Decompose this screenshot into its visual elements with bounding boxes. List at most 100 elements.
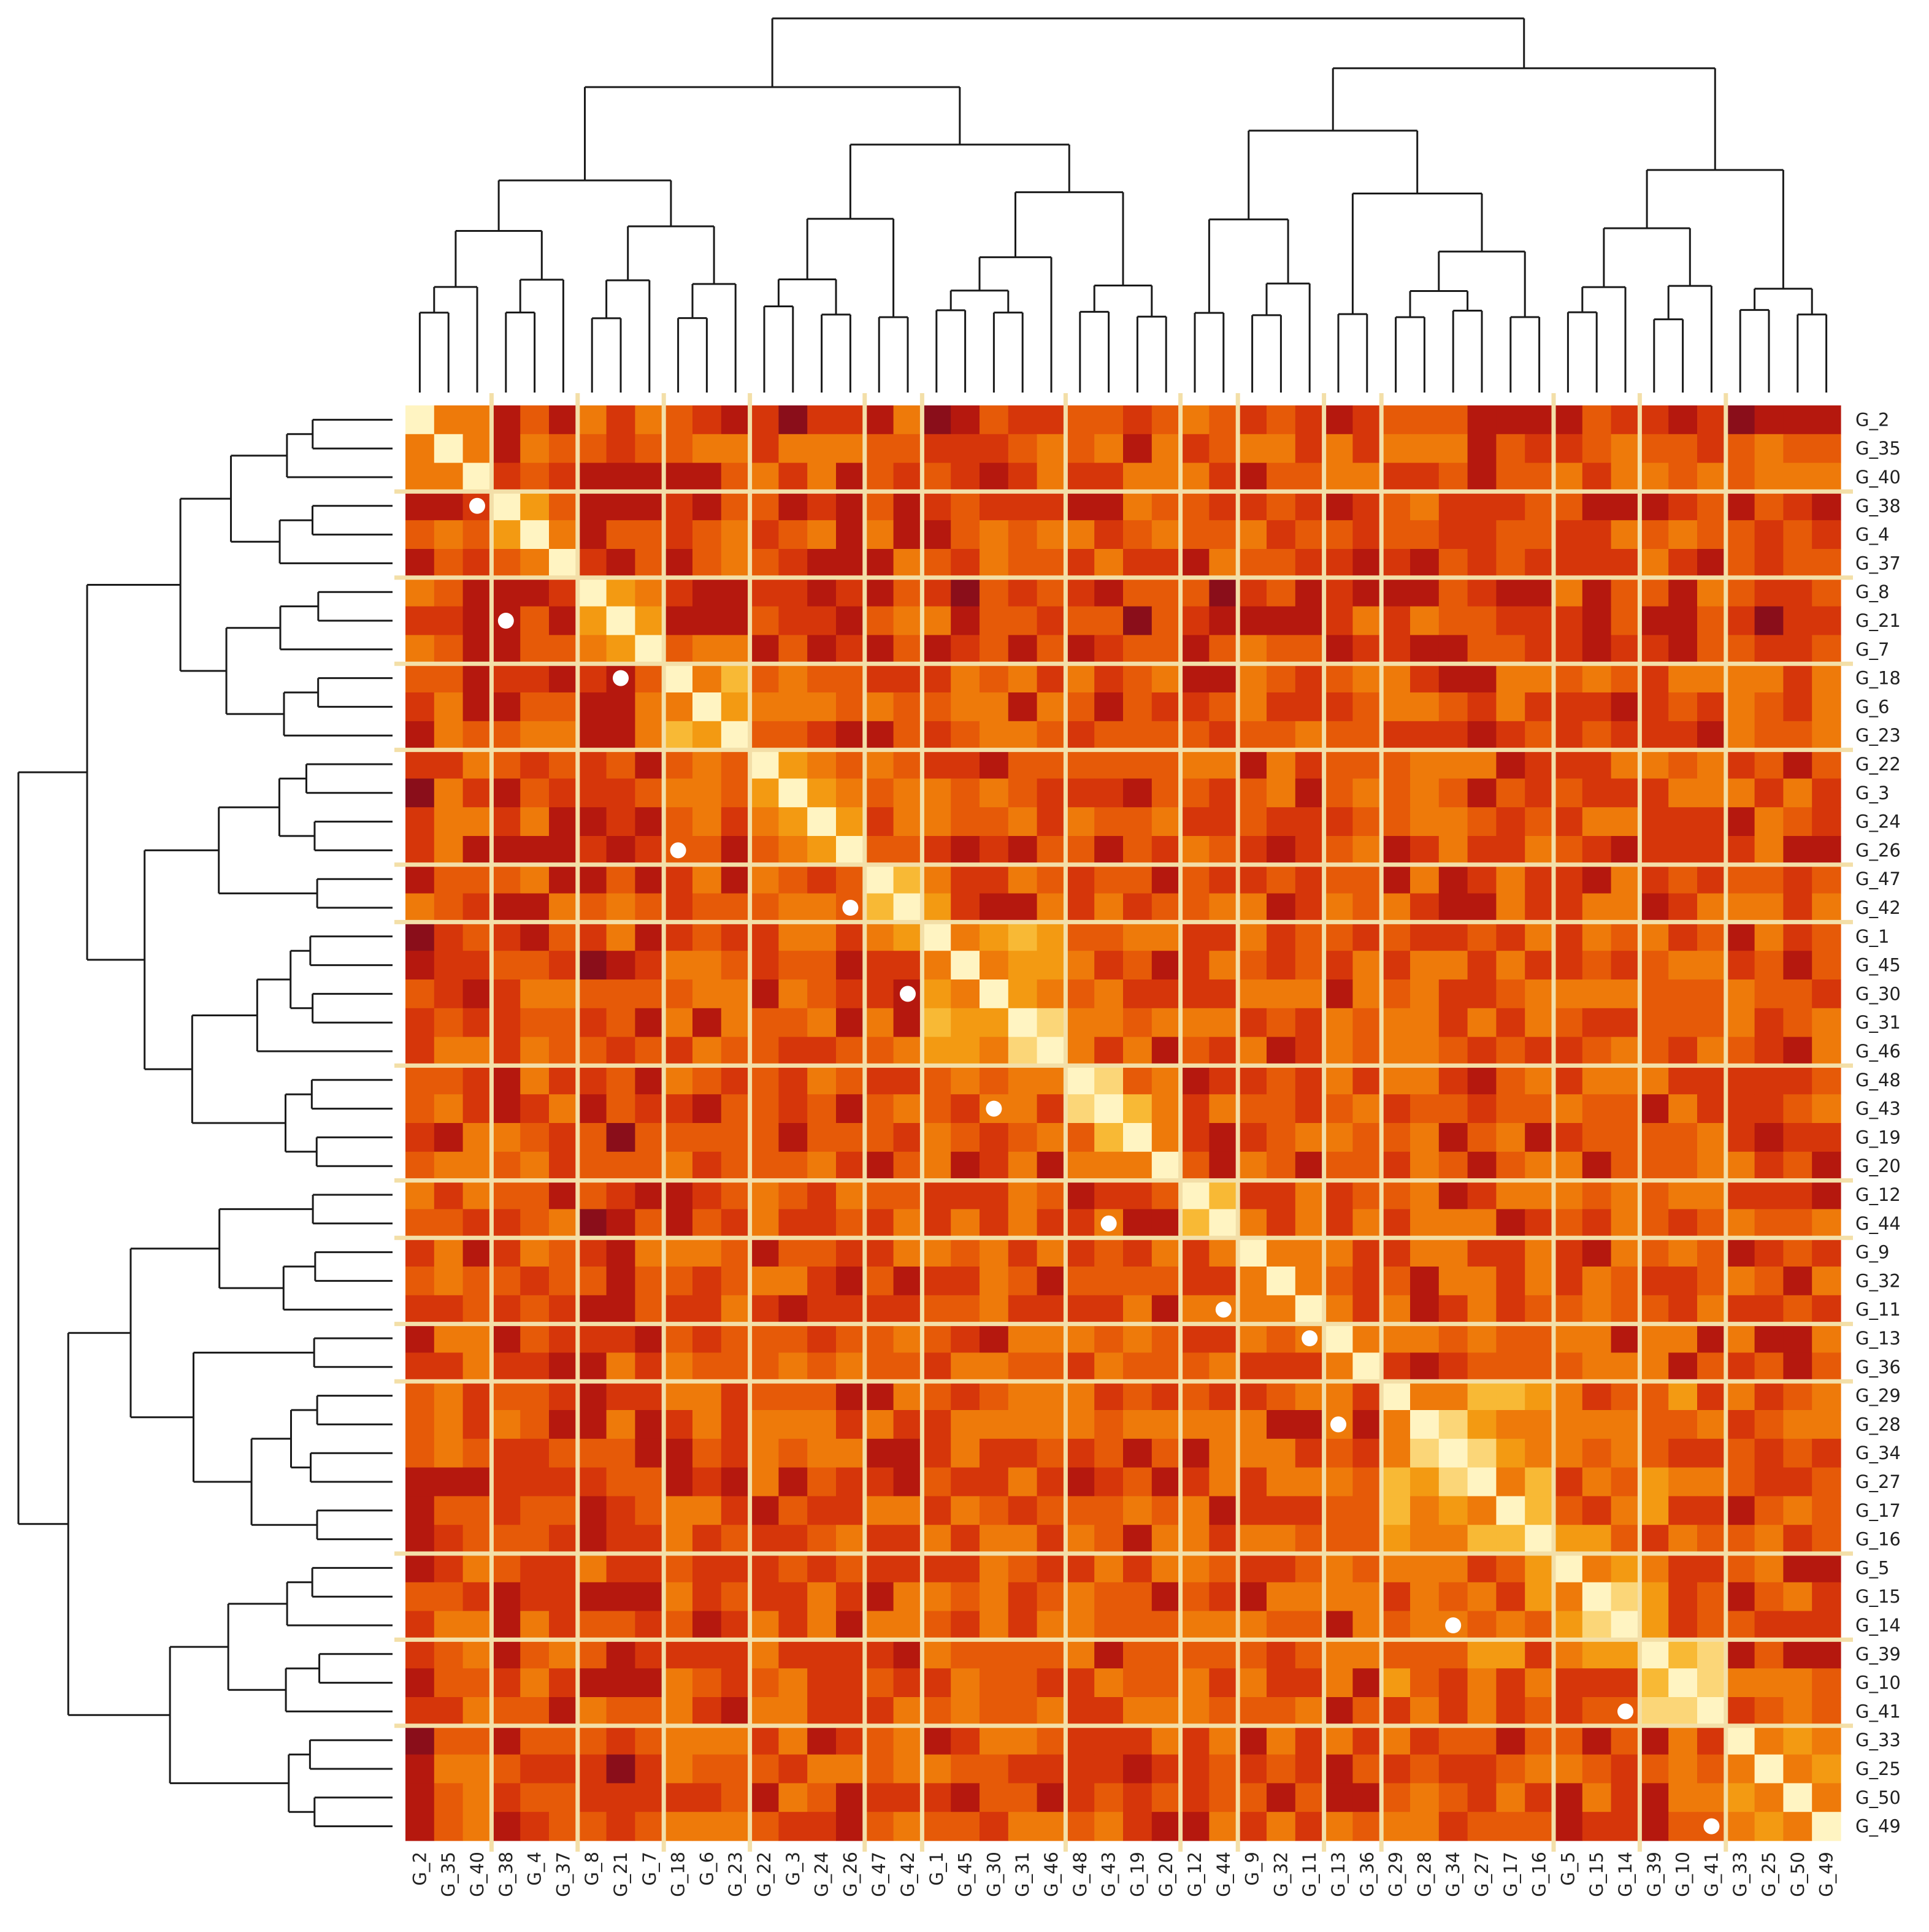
heatmap-cell [520, 664, 550, 693]
heatmap-cell [1295, 1611, 1325, 1640]
heatmap-cell [807, 520, 837, 550]
heatmap-cell [664, 1324, 693, 1353]
heatmap-cell [1611, 1496, 1640, 1525]
heatmap-cell [1496, 692, 1525, 722]
heatmap-cell [807, 1639, 837, 1669]
heatmap-cell [1381, 1324, 1411, 1353]
heatmap-cell [1754, 893, 1784, 922]
heatmap-cell [1812, 606, 1841, 635]
heatmap-cell [577, 577, 607, 607]
heatmap-cell [1525, 692, 1554, 722]
heatmap-cell [1525, 1037, 1554, 1066]
heatmap-cell [807, 434, 837, 464]
heatmap-cell [1725, 807, 1755, 837]
heatmap-cell [434, 1037, 464, 1066]
heatmap-cell [1438, 692, 1468, 722]
heatmap-cell [922, 1754, 951, 1784]
heatmap-cell [664, 951, 693, 980]
heatmap-cell [1697, 807, 1727, 837]
heatmap-cell [1324, 1639, 1353, 1669]
marker-dot [842, 900, 859, 916]
heatmap-cell [405, 405, 435, 435]
column-label: G_9 [1242, 1852, 1263, 1885]
heatmap-cell [405, 549, 435, 578]
heatmap-cell [807, 405, 837, 435]
heatmap-cell [778, 1352, 808, 1382]
heatmap-cell [1209, 1783, 1238, 1812]
heatmap-cell [1295, 1267, 1325, 1296]
heatmap-cell [1352, 520, 1382, 550]
heatmap-cell [577, 1267, 607, 1296]
heatmap-cell [1438, 434, 1468, 464]
heatmap-cell [520, 1151, 550, 1181]
heatmap-cell [1725, 692, 1755, 722]
heatmap-cell [434, 1238, 464, 1267]
heatmap-cell [1295, 836, 1325, 865]
heatmap-cell [750, 1467, 779, 1497]
heatmap-cell [1611, 1094, 1640, 1124]
heatmap-cell [750, 1611, 779, 1640]
heatmap-cell [778, 635, 808, 664]
heatmap-cell [750, 635, 779, 664]
heatmap-cell [1381, 1754, 1411, 1784]
heatmap-cell [1697, 922, 1727, 951]
heatmap-cell [1554, 1123, 1583, 1152]
heatmap-cell [922, 520, 951, 550]
heatmap-cell [1467, 1410, 1497, 1439]
heatmap-cell [980, 1783, 1009, 1812]
heatmap-cell [893, 836, 922, 865]
heatmap-cell [836, 778, 865, 808]
heatmap-cell [520, 1725, 550, 1755]
heatmap-cell [1151, 1410, 1181, 1439]
heatmap-cell [1209, 922, 1238, 951]
heatmap-cell [692, 1008, 722, 1038]
heatmap-cell [635, 1065, 664, 1095]
heatmap-cell [922, 749, 951, 779]
heatmap-cell [1008, 1554, 1038, 1583]
heatmap-cell [1209, 635, 1238, 664]
heatmap-cell [1812, 836, 1841, 865]
heatmap-cell [491, 1697, 521, 1727]
heatmap-cell [1209, 1668, 1238, 1698]
heatmap-cell [1554, 1381, 1583, 1411]
column-label: G_28 [1414, 1852, 1435, 1897]
heatmap-cell [606, 1754, 635, 1784]
heatmap-cell [750, 1812, 779, 1841]
heatmap-cell [721, 836, 751, 865]
heatmap-cell [1410, 979, 1440, 1009]
column-label: G_41 [1701, 1852, 1722, 1897]
heatmap-cell [692, 1065, 722, 1095]
heatmap-cell [1467, 1754, 1497, 1784]
heatmap-cell [1611, 1352, 1640, 1382]
heatmap-cell [836, 1554, 865, 1583]
heatmap-cell [1582, 1611, 1612, 1640]
heatmap-cell [1037, 1783, 1066, 1812]
heatmap-cell [577, 1812, 607, 1841]
heatmap-cell [951, 1410, 980, 1439]
heatmap-cell [1754, 405, 1784, 435]
heatmap-cell [1410, 664, 1440, 693]
heatmap-cell [606, 635, 635, 664]
heatmap-cell [692, 721, 722, 751]
heatmap-cell [405, 462, 435, 492]
heatmap-cell [1352, 577, 1382, 607]
heatmap-cell [980, 1668, 1009, 1698]
heatmap-cell [1065, 462, 1095, 492]
heatmap-cell [750, 778, 779, 808]
heatmap-cell [462, 1668, 492, 1698]
heatmap-cell [1639, 807, 1669, 837]
heatmap-cell [980, 1324, 1009, 1353]
heatmap-cell [721, 692, 751, 722]
heatmap-cell [1123, 520, 1152, 550]
heatmap-cell [980, 635, 1009, 664]
heatmap-cell [635, 807, 664, 837]
heatmap-cell [1582, 1725, 1612, 1755]
heatmap-cell [1180, 1209, 1210, 1238]
heatmap-cell [836, 1582, 865, 1612]
heatmap-cell [1295, 979, 1325, 1009]
heatmap-cell [1639, 893, 1669, 922]
heatmap-cell [1352, 1180, 1382, 1209]
heatmap-cell [864, 1554, 894, 1583]
heatmap-cell [750, 1037, 779, 1066]
heatmap-cell [1295, 922, 1325, 951]
